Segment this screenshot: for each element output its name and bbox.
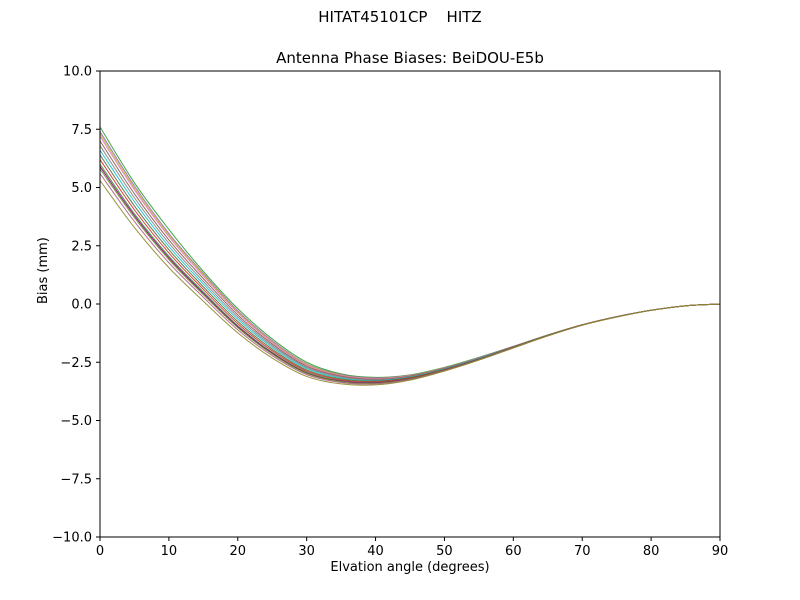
- series-line: [99, 166, 721, 384]
- figure-title: HITAT45101CP HITZ: [318, 8, 482, 26]
- y-tick-label: 0.0: [71, 298, 92, 313]
- axes-title: Antenna Phase Biases: BeiDOU-E5b: [276, 49, 544, 67]
- y-tick-label: 7.5: [71, 123, 92, 138]
- y-tick-label: −10.0: [52, 531, 92, 546]
- y-tick-label: −5.0: [60, 414, 92, 429]
- series-line: [99, 133, 721, 379]
- y-tick-label: 5.0: [71, 181, 92, 196]
- y-tick-label: −7.5: [60, 472, 92, 487]
- x-tick-label: 60: [505, 544, 522, 559]
- series-line: [99, 135, 721, 380]
- x-tick-label: 40: [367, 544, 384, 559]
- y-tick-label: 2.5: [71, 239, 92, 254]
- x-tick-label: 50: [436, 544, 453, 559]
- y-tick-label: 10.0: [63, 65, 92, 80]
- x-tick-label: 80: [643, 544, 660, 559]
- x-tick-label: 90: [712, 544, 729, 559]
- x-axis-label: Elvation angle (degrees): [330, 560, 490, 575]
- x-tick-label: 20: [230, 544, 247, 559]
- x-tick-label: 70: [574, 544, 591, 559]
- x-tick-label: 30: [298, 544, 315, 559]
- series-line: [99, 180, 721, 386]
- y-tick-label: −2.5: [60, 356, 92, 371]
- series-line: [99, 126, 721, 378]
- axes-spines: [99, 70, 721, 538]
- series-line: [99, 131, 721, 379]
- x-tick-label: 0: [96, 544, 104, 559]
- x-tick-label: 10: [161, 544, 178, 559]
- series-line: [99, 149, 721, 382]
- series-line: [99, 140, 721, 380]
